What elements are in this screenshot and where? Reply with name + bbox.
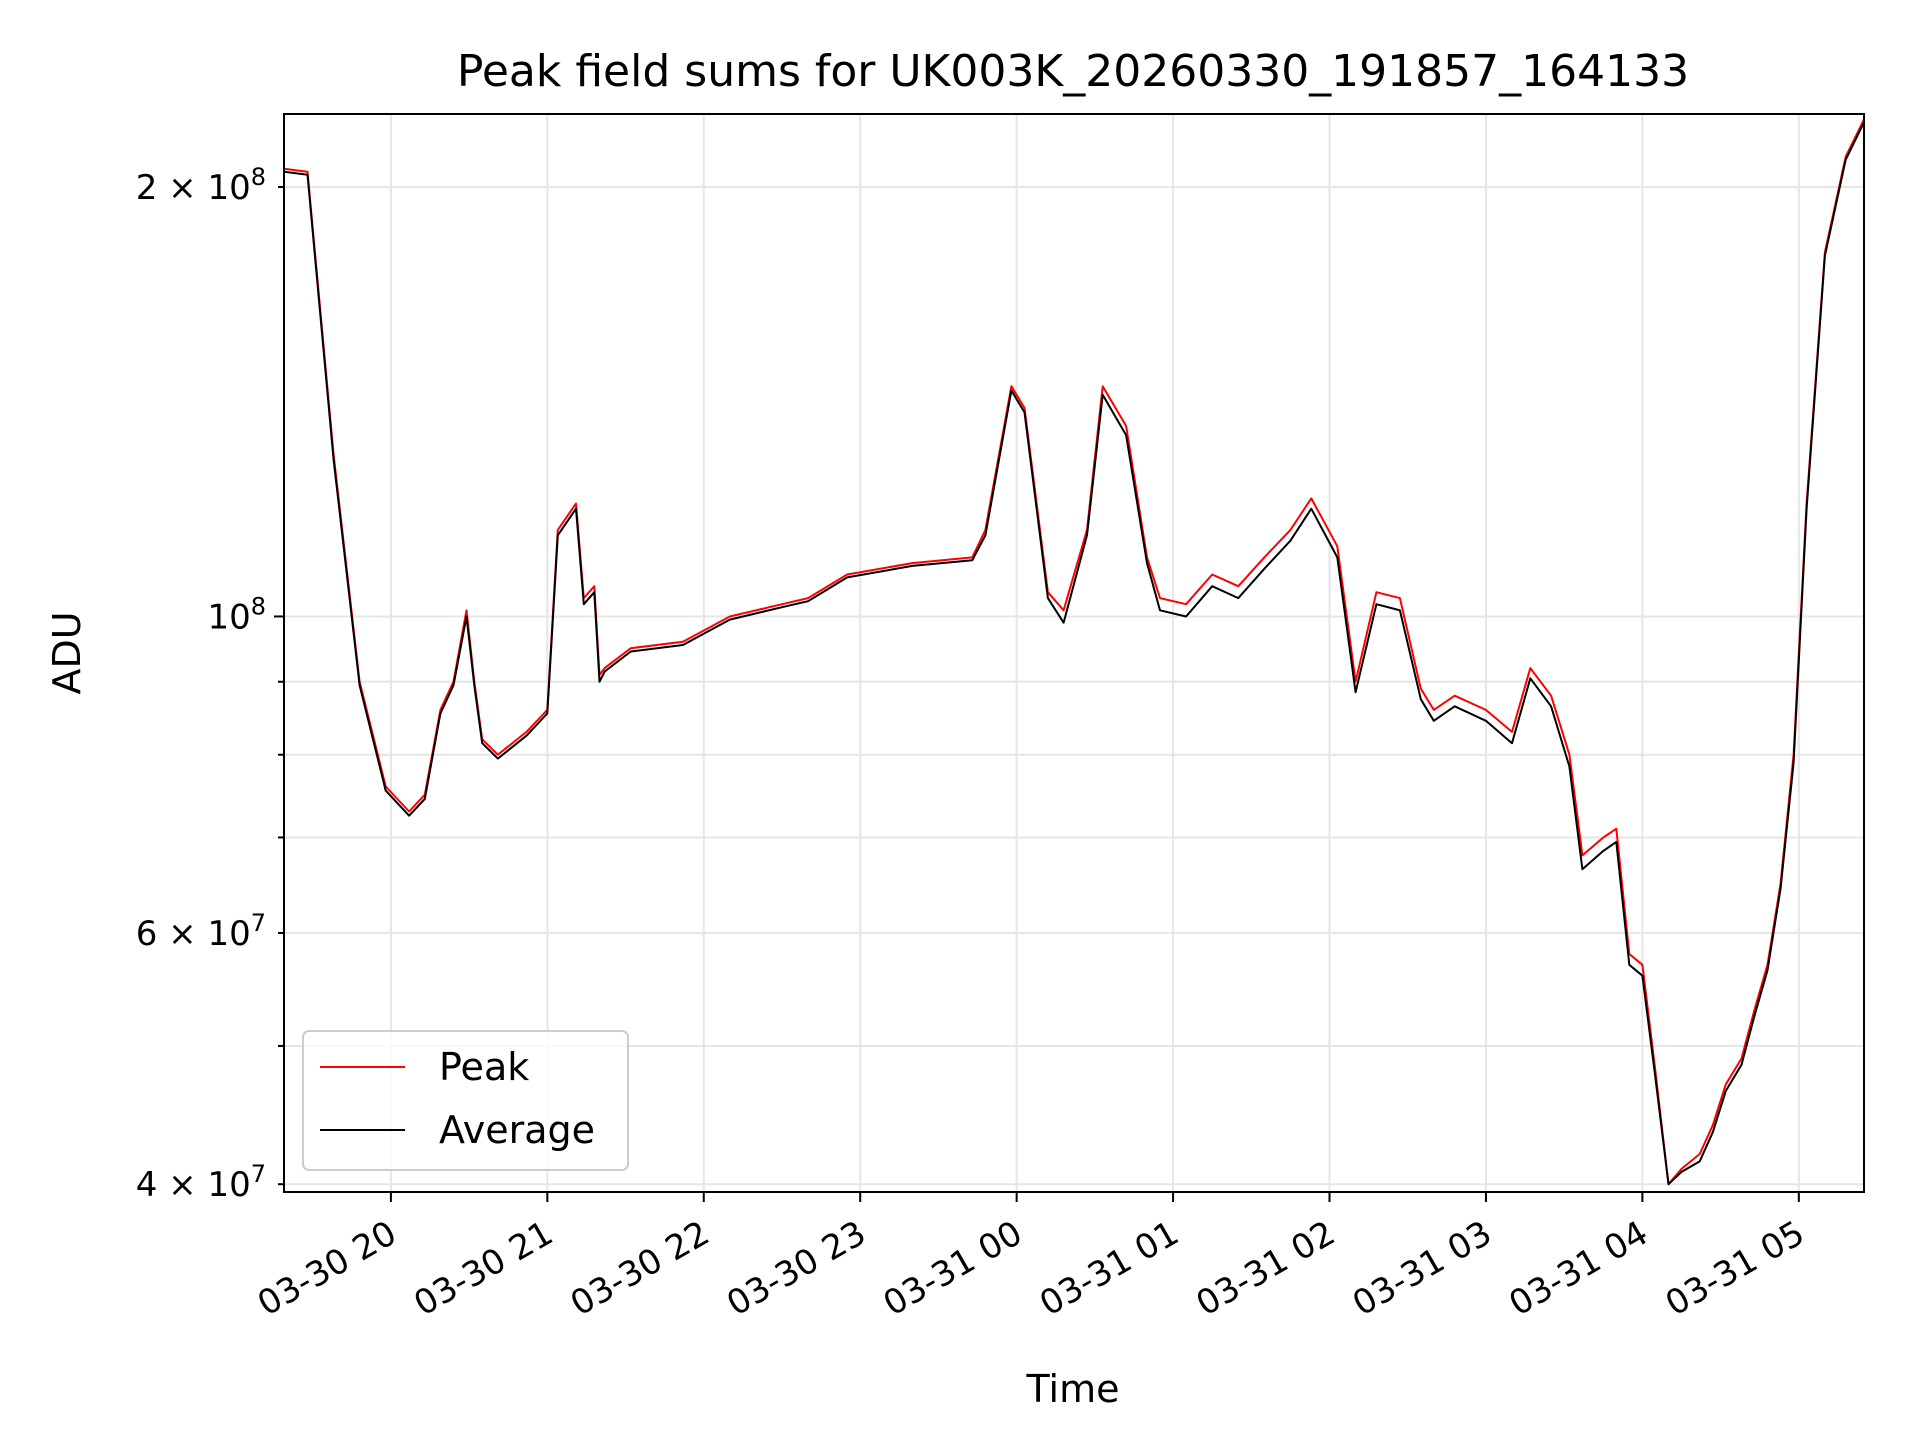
x-tick-label: 03-31 03 <box>1346 1213 1498 1324</box>
y-axis-ticks: 4 × 107 6 × 107 108 2 × 108 <box>136 163 284 1205</box>
chart-title: Peak field sums for UK003K_20260330_1918… <box>457 46 1689 97</box>
x-tick-label: 03-31 04 <box>1502 1213 1654 1324</box>
series-line-peak <box>283 119 1865 1186</box>
y-tick-label: 4 × 107 <box>136 1160 266 1205</box>
x-tick-label: 03-31 00 <box>877 1213 1029 1324</box>
legend: Peak Average <box>302 1030 629 1171</box>
x-tick-label: 03-30 22 <box>564 1213 716 1324</box>
series-layer <box>283 119 1865 1186</box>
x-tick-label: 03-31 01 <box>1033 1213 1185 1324</box>
legend-label-peak: Peak <box>439 1045 529 1089</box>
y-tick-label: 6 × 107 <box>136 909 266 954</box>
x-axis-ticks: 03-30 20 03-30 21 03-30 22 03-30 23 03-31 00… <box>251 1192 1811 1324</box>
x-tick-label: 03-31 05 <box>1659 1213 1811 1324</box>
y-tick-label: 2 × 108 <box>136 163 266 208</box>
x-tick-label: 03-31 02 <box>1190 1213 1342 1324</box>
x-tick-label: 03-30 23 <box>720 1213 872 1324</box>
x-tick-label: 03-30 20 <box>251 1213 403 1324</box>
plot-area-frame <box>283 113 1865 1193</box>
legend-box <box>302 1030 629 1171</box>
y-axis-label: ADU <box>45 611 89 694</box>
legend-label-average: Average <box>439 1108 595 1152</box>
series-line-average <box>283 121 1865 1186</box>
x-axis-label: Time <box>1026 1367 1120 1411</box>
x-tick-label: 03-30 21 <box>407 1213 559 1324</box>
y-tick-label: 108 <box>207 592 266 637</box>
